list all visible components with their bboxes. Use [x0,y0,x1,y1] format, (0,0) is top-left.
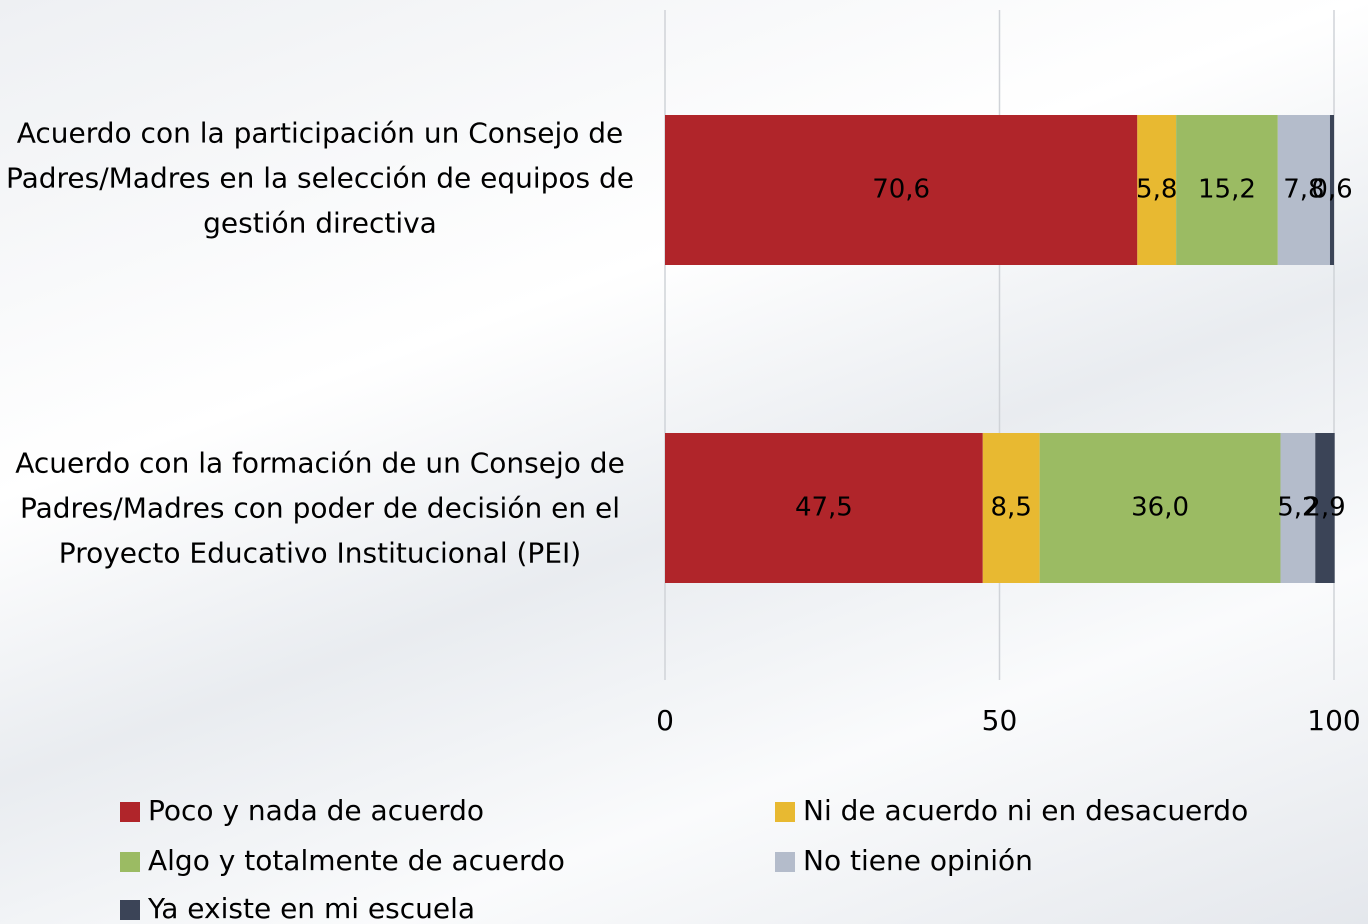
bar-segment [1176,115,1278,265]
legend-swatch [775,852,795,872]
legend-swatch [120,802,140,822]
bar-segment [1277,115,1330,265]
x-tick-label: 0 [656,704,674,737]
data-label: 7,8 [1283,175,1324,205]
legend-label: No tiene opinión [803,844,1033,877]
category-label: Acuerdo con la participación un Consejo … [5,116,635,240]
x-tick-label: 100 [1307,704,1360,737]
data-label: 36,0 [1131,493,1189,523]
legend-swatch [775,802,795,822]
data-label: 0,6 [1311,175,1352,205]
bar-segment [982,433,1040,583]
data-label: 5,2 [1277,493,1318,523]
legend-label: Ni de acuerdo ni en desacuerdo [803,794,1248,827]
category-label: Acuerdo con la formación de un Consejo d… [15,446,625,570]
data-label: 8,5 [991,493,1032,523]
legend-label: Poco y nada de acuerdo [148,794,484,827]
bar-segment [1137,115,1177,265]
bar-segment [1280,433,1316,583]
legend-swatch [120,852,140,872]
bar-segment [1315,433,1335,583]
data-label: 47,5 [795,493,853,523]
legend-swatch [120,900,140,920]
bar-segment [1039,433,1281,583]
bar-segment [665,115,1138,265]
data-label: 2,9 [1304,493,1345,523]
data-label: 70,6 [872,175,930,205]
data-label: 15,2 [1198,175,1256,205]
x-tick-label: 50 [982,704,1018,737]
legend-label: Ya existe en mi escuela [147,892,475,924]
data-label: 5,8 [1136,175,1177,205]
legend-label: Algo y totalmente de acuerdo [148,844,565,877]
bar-segment [665,433,983,583]
bar-segment [1329,115,1334,265]
